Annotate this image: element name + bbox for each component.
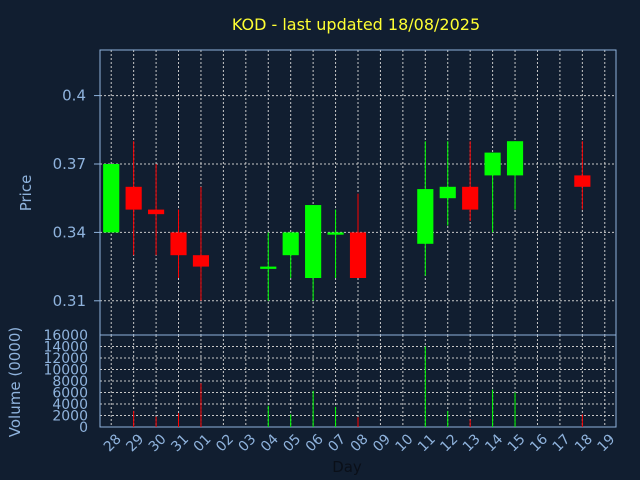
x-tick-label: 09	[370, 431, 394, 455]
x-tick-label: 04	[258, 431, 282, 455]
volume-axis-label: Volume (0000)	[6, 327, 24, 437]
price-panel: 0.31 0.34 0.37 0.4	[53, 49, 617, 336]
candle-body	[462, 186, 479, 210]
candle	[506, 141, 524, 210]
x-tick-label: 10	[393, 431, 417, 455]
x-tick-label: 29	[123, 431, 147, 455]
x-tick-label: 15	[505, 431, 529, 455]
candle	[103, 164, 120, 233]
candle	[417, 141, 434, 276]
candle	[327, 209, 344, 278]
x-tick-label: 16	[527, 431, 551, 455]
x-tick-label: 18	[572, 431, 596, 455]
candle	[439, 141, 456, 226]
candle	[192, 186, 210, 301]
x-tick-label: 30	[146, 431, 170, 455]
x-tick-label: 12	[437, 431, 461, 455]
candle-body	[170, 232, 187, 256]
volume-tick-label: 0	[79, 420, 88, 436]
x-tick-label: 11	[415, 431, 439, 455]
candle	[574, 141, 591, 210]
price-axis-label: Price	[17, 175, 35, 212]
candle	[349, 193, 367, 278]
candle-body	[506, 141, 524, 176]
candle	[260, 232, 277, 301]
candle-body	[417, 189, 434, 244]
candle-body	[282, 232, 299, 256]
x-tick-label: 01	[191, 431, 215, 455]
x-tick-label: 03	[236, 431, 260, 455]
candle	[484, 152, 501, 233]
x-tick-label: 31	[168, 431, 192, 455]
candle-body	[574, 175, 591, 187]
candle	[148, 164, 165, 256]
candle-body	[192, 255, 210, 267]
volume-tick-label: 2000	[52, 409, 88, 425]
candle	[125, 141, 142, 256]
candle-body	[305, 205, 322, 278]
candle-body	[327, 232, 344, 235]
x-tick-label: 17	[550, 431, 574, 455]
candle-body	[349, 232, 367, 278]
x-tick-label: 13	[460, 431, 484, 455]
price-tick-label: 0.4	[62, 87, 86, 105]
x-tick-label: 08	[348, 431, 372, 455]
x-tick-label: 28	[101, 431, 125, 455]
volume-tick-label: 16000	[43, 328, 88, 344]
candle	[170, 209, 187, 278]
candle-body	[148, 209, 165, 215]
candle-body	[125, 186, 142, 210]
x-tick-label: 06	[303, 431, 327, 455]
volume-tick-label: 12000	[43, 351, 88, 367]
price-tick-label: 0.34	[53, 223, 86, 241]
volume-tick-label: 6000	[52, 386, 88, 402]
candle-body	[260, 266, 277, 269]
volume-tick-label: 10000	[43, 363, 88, 379]
x-tick-label: 05	[280, 431, 304, 455]
price-tick-label: 0.31	[53, 292, 86, 310]
x-tick-label: 14	[482, 431, 506, 455]
volume-tick-label: 4000	[52, 397, 88, 413]
candle-body	[484, 152, 501, 176]
price-tick-label: 0.37	[53, 155, 86, 173]
x-tick-label: 19	[594, 431, 618, 455]
x-tick-label: 07	[325, 431, 349, 455]
volume-tick-label: 8000	[52, 374, 88, 390]
chart-title: KOD - last updated 18/08/2025	[232, 15, 480, 34]
x-tick-label: 02	[213, 431, 237, 455]
x-axis-label: Day	[332, 458, 362, 476]
candle	[462, 141, 479, 221]
candle-body	[439, 186, 456, 199]
candle	[305, 205, 322, 301]
candle-body	[103, 164, 120, 233]
volume-tick-label: 14000	[43, 340, 88, 356]
candle	[282, 232, 299, 278]
price-frame	[99, 49, 617, 336]
